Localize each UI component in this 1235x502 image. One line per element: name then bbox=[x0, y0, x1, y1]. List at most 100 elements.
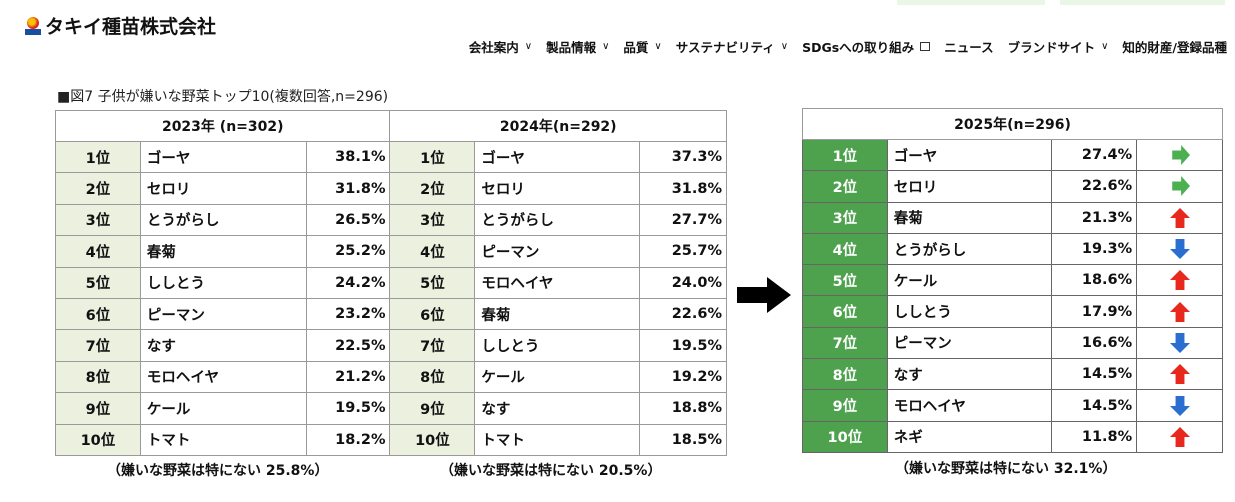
rank-cell: 9位 bbox=[389, 392, 476, 425]
rank-cell: 3位 bbox=[55, 203, 141, 237]
table-row: 2位 セロリ 22.6% bbox=[802, 170, 1223, 203]
percent-cell: 19.2% bbox=[639, 360, 727, 394]
top-banner-2[interactable] bbox=[1060, 0, 1225, 5]
nav-item-label: 製品情報 bbox=[546, 40, 597, 55]
rank-cell: 1位 bbox=[55, 140, 141, 174]
table-row: 8位 モロヘイヤ 21.2% 8位 ケール 19.2% bbox=[55, 360, 727, 394]
vegetable-cell: 春菊 bbox=[886, 201, 1053, 234]
arrow-down-icon bbox=[1143, 332, 1216, 353]
vegetable-cell: ゴーヤ bbox=[139, 140, 307, 174]
trend-cell bbox=[1136, 138, 1223, 172]
chevron-down-icon: ∨ bbox=[780, 41, 789, 52]
percent-cell: 19.5% bbox=[305, 392, 391, 425]
vegetable-cell: とうがらし bbox=[886, 232, 1053, 266]
table-row: 9位 ケール 19.5% 9位 なす 18.8% bbox=[55, 392, 727, 425]
rank-cell: 3位 bbox=[802, 201, 888, 234]
company-logo[interactable]: タキイ種苗株式会社 bbox=[25, 12, 216, 39]
vegetable-cell: トマト bbox=[139, 423, 307, 456]
table-row: 1位 ゴーヤ 38.1% 1位 ゴーヤ 37.3% bbox=[55, 140, 727, 174]
vegetable-cell: 春菊 bbox=[474, 297, 641, 331]
trend-cell bbox=[1136, 389, 1223, 422]
vegetable-cell: ピーマン bbox=[886, 326, 1053, 360]
nav-item-label: サステナビリティ bbox=[675, 40, 775, 55]
nav-item[interactable]: サステナビリティ ∨ bbox=[676, 37, 788, 56]
rank-cell: 9位 bbox=[55, 392, 141, 425]
vegetable-cell: ピーマン bbox=[474, 235, 641, 268]
nav-item-label: 会社案内 bbox=[468, 40, 519, 55]
percent-cell: 18.2% bbox=[305, 423, 391, 456]
arrow-up-icon bbox=[1143, 364, 1216, 385]
percent-cell: 27.7% bbox=[639, 203, 727, 237]
table-row: 6位 ピーマン 23.2% 6位 春菊 22.6% bbox=[55, 297, 727, 331]
percent-cell: 19.3% bbox=[1051, 232, 1138, 266]
trend-cell bbox=[1136, 326, 1223, 360]
rank-cell: 6位 bbox=[802, 295, 888, 328]
nav-item[interactable]: ブランドサイト ∨ bbox=[1008, 37, 1109, 56]
vegetable-cell: ゴーヤ bbox=[474, 140, 641, 174]
nav-item[interactable]: 会社案内 ∨ bbox=[469, 37, 532, 56]
arrow-down-icon bbox=[1143, 395, 1216, 416]
rank-cell: 9位 bbox=[802, 389, 888, 422]
table-row: 10位 トマト 18.2% 10位 トマト 18.5% bbox=[55, 423, 727, 456]
table-row: 4位 春菊 25.2% 4位 ピーマン 25.7% bbox=[55, 235, 727, 268]
trend-cell bbox=[1136, 170, 1223, 203]
chevron-down-icon: ∨ bbox=[654, 41, 662, 52]
vegetable-cell: なす bbox=[139, 329, 307, 362]
percent-cell: 11.8% bbox=[1051, 420, 1138, 453]
trend-cell bbox=[1136, 264, 1223, 297]
rank-cell: 10位 bbox=[802, 420, 888, 453]
rank-cell: 7位 bbox=[55, 329, 141, 362]
nav-item-label: SDGsへの取り組み bbox=[802, 40, 915, 55]
logo-icon bbox=[25, 16, 41, 35]
table-row: 4位 とうがらし 19.3% bbox=[802, 232, 1223, 266]
nav-item[interactable]: SDGsへの取り組み bbox=[802, 37, 931, 56]
percent-cell: 26.5% bbox=[305, 203, 391, 237]
vegetable-cell: なす bbox=[474, 392, 641, 425]
note-2025: （嫌いな野菜は特にない 32.1%） bbox=[895, 461, 1117, 477]
vegetable-cell: モロヘイヤ bbox=[886, 389, 1053, 422]
nav-item[interactable]: ニュース bbox=[944, 37, 993, 56]
rank-cell: 10位 bbox=[55, 423, 141, 456]
percent-cell: 22.5% bbox=[305, 329, 391, 362]
percent-cell: 18.5% bbox=[639, 423, 727, 456]
vegetable-cell: モロヘイヤ bbox=[474, 266, 641, 299]
percent-cell: 24.2% bbox=[305, 266, 391, 299]
percent-cell: 14.5% bbox=[1051, 358, 1138, 391]
trend-cell bbox=[1136, 295, 1223, 328]
external-window-icon bbox=[920, 42, 931, 51]
vegetable-cell: なす bbox=[886, 358, 1053, 391]
percent-cell: 22.6% bbox=[1051, 170, 1138, 203]
nav-item[interactable]: 製品情報 ∨ bbox=[546, 37, 609, 56]
percent-cell: 18.8% bbox=[639, 392, 727, 425]
rank-cell: 2位 bbox=[55, 172, 141, 205]
arrow-up-icon bbox=[1143, 270, 1216, 291]
percent-cell: 31.8% bbox=[305, 172, 391, 205]
rank-cell: 6位 bbox=[389, 297, 476, 331]
trend-cell bbox=[1136, 358, 1223, 391]
top-banner-1[interactable] bbox=[897, 0, 1045, 5]
vegetable-cell: セロリ bbox=[886, 170, 1053, 203]
table-row: 2位 セロリ 31.8% 2位 セロリ 31.8% bbox=[55, 172, 727, 205]
percent-cell: 14.5% bbox=[1051, 389, 1138, 422]
vegetable-cell: ケール bbox=[474, 360, 641, 394]
arrow-down-icon bbox=[1143, 239, 1216, 260]
rank-cell: 8位 bbox=[389, 360, 476, 394]
percent-cell: 24.0% bbox=[639, 266, 727, 299]
table-row: 10位 ネギ 11.8% bbox=[802, 420, 1223, 453]
percent-cell: 27.4% bbox=[1051, 138, 1138, 172]
nav-item-label: ニュース bbox=[944, 40, 994, 55]
ranking-table-2025: 2025年(n=296) 1位 ゴーヤ 27.4% 2位 セロリ 22.6% 3位 春菊 21.… bbox=[802, 108, 1223, 453]
chevron-down-icon: ∨ bbox=[1101, 41, 1109, 52]
percent-cell: 37.3% bbox=[639, 140, 727, 174]
percent-cell: 16.6% bbox=[1051, 326, 1138, 360]
nav-item[interactable]: 品質 ∨ bbox=[623, 37, 661, 56]
figure-title: ■図7 子供が嫌いな野菜トップ10(複数回答,n=296) bbox=[57, 89, 389, 105]
nav-item[interactable]: 知的財産/登録品種 bbox=[1122, 37, 1227, 56]
rank-cell: 1位 bbox=[802, 138, 888, 172]
chevron-down-icon: ∨ bbox=[602, 41, 610, 52]
rank-cell: 1位 bbox=[389, 140, 476, 174]
table-row: 5位 ケール 18.6% bbox=[802, 264, 1223, 297]
rank-cell: 6位 bbox=[55, 297, 141, 331]
table-row: 8位 なす 14.5% bbox=[802, 358, 1223, 391]
percent-cell: 18.6% bbox=[1051, 264, 1138, 297]
